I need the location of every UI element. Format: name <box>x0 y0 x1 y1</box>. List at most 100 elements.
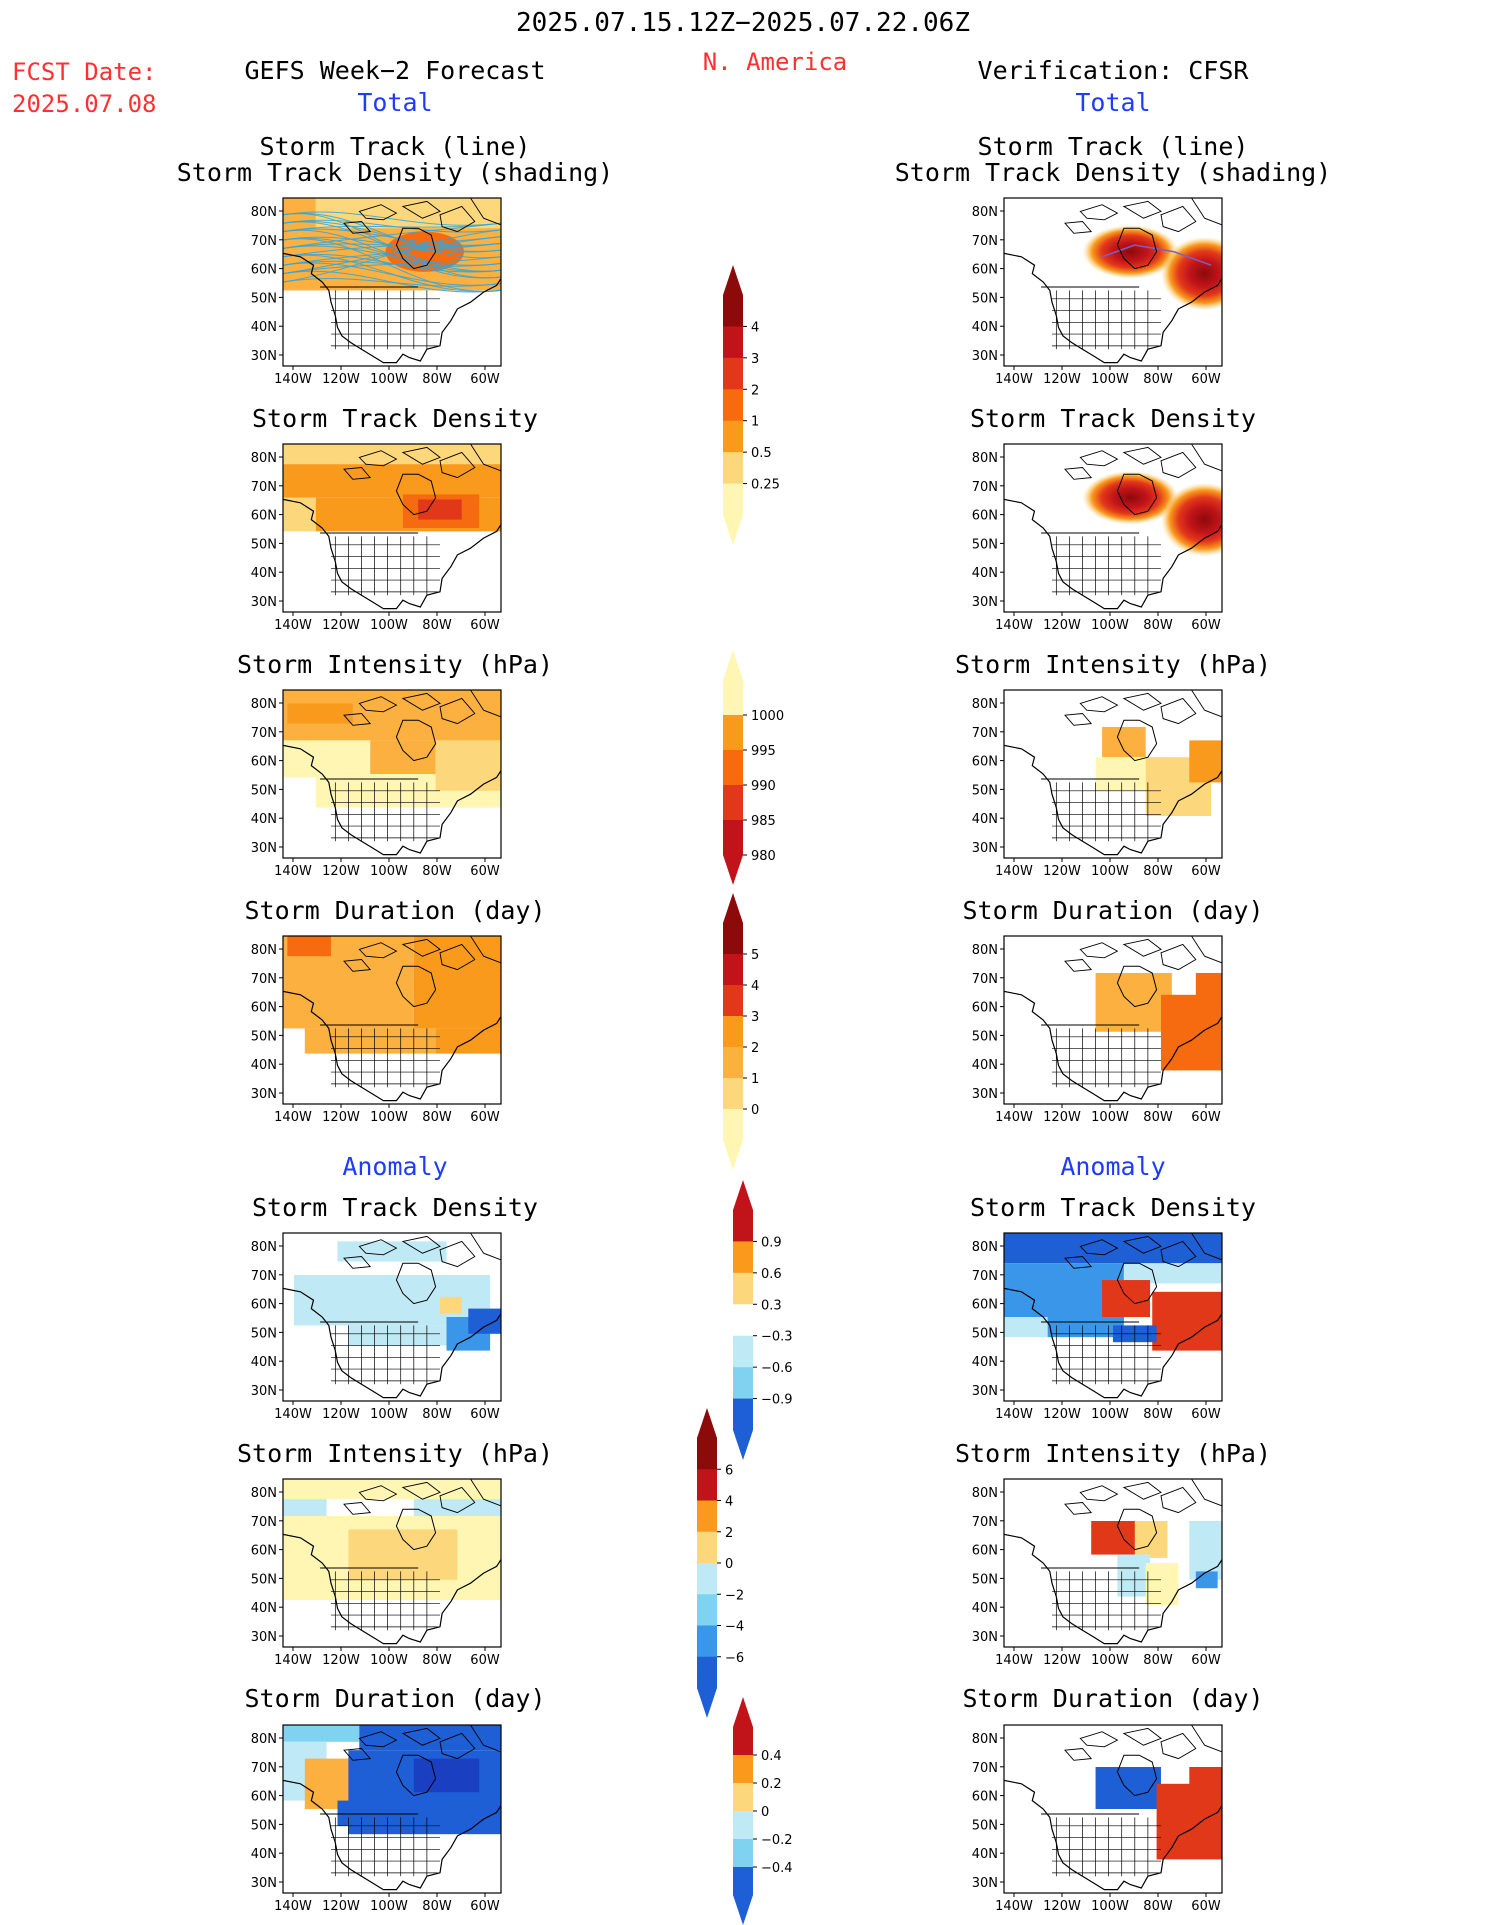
colorbar-segment <box>723 954 743 986</box>
density-blob <box>1082 224 1179 279</box>
lon-label: 60W <box>1191 1110 1221 1125</box>
colorbar-segment <box>723 483 743 516</box>
lon-label: 100W <box>1091 1110 1129 1125</box>
shading-layer <box>283 1233 501 1399</box>
colorbar-label: 1 <box>751 1072 759 1087</box>
colorbar-label: 4 <box>725 1495 733 1510</box>
colorbar-segment <box>733 1755 753 1784</box>
colorbar-segment <box>733 1272 753 1305</box>
shading-layer <box>1004 690 1222 856</box>
storm-track-line <box>283 242 501 266</box>
lat-label: 50N <box>972 1029 998 1044</box>
lon-label: 100W <box>1091 618 1129 633</box>
right-column-title: Verification: CFSR <box>977 56 1249 85</box>
lon-label: 60W <box>470 618 500 633</box>
lat-label: 70N <box>251 972 277 987</box>
arctic-island <box>1122 200 1162 219</box>
lat-label: 60N <box>251 755 277 770</box>
map-frame <box>282 197 502 367</box>
lat-label: 40N <box>972 1601 998 1616</box>
shading-layer <box>283 936 501 1102</box>
lon-label: 100W <box>1091 372 1129 387</box>
colorbar-label: −0.9 <box>761 1393 793 1408</box>
storm-track-line <box>283 220 501 252</box>
colorbar-label: 2 <box>751 1041 759 1056</box>
storm-track-line <box>283 229 501 283</box>
colorbar-segment <box>733 1335 753 1368</box>
shading-layer <box>1004 936 1222 1102</box>
lat-label: 70N <box>251 1761 277 1776</box>
arctic-island <box>1122 446 1162 465</box>
colorbar-label: 990 <box>751 779 776 794</box>
colorbar-intensity-total: 1000 995 990 985 980 <box>723 650 784 885</box>
colorbar-label: 0 <box>761 1805 769 1820</box>
shading-layer <box>1004 1233 1222 1399</box>
hudson-bay <box>1116 227 1158 270</box>
map-frame <box>1003 935 1223 1105</box>
coastline <box>283 1533 501 1645</box>
lat-label: 40N <box>972 1847 998 1862</box>
arctic-island <box>469 690 501 718</box>
storm-track-line <box>283 236 501 275</box>
map-frame <box>1003 443 1223 613</box>
lon-label: 120W <box>1043 618 1081 633</box>
lat-label: 80N <box>251 1486 277 1501</box>
lat-label: 50N <box>251 1326 277 1341</box>
lat-label: 80N <box>972 1486 998 1501</box>
lon-label: 60W <box>470 372 500 387</box>
coastline <box>283 252 501 364</box>
colorbar-segment <box>723 680 743 716</box>
lat-label: 40N <box>972 320 998 335</box>
lat-label: 30N <box>972 1630 998 1645</box>
lon-label: 80W <box>1143 372 1173 387</box>
colorbar-segment <box>723 1109 743 1141</box>
storm-track-line <box>283 236 501 258</box>
arctic-island <box>1190 690 1222 718</box>
lat-label: 80N <box>972 205 998 220</box>
lon-label: 80W <box>422 1899 452 1914</box>
colorbar-segment <box>733 1210 753 1242</box>
arctic-island <box>343 1256 372 1269</box>
colorbar-top-arrow <box>723 893 743 923</box>
left-total-label: Total <box>357 88 433 117</box>
lon-label: 100W <box>1091 864 1129 879</box>
hudson-bay <box>395 1754 437 1797</box>
lon-label: 80W <box>1143 1653 1173 1668</box>
colorbar-segment <box>723 326 743 359</box>
map-l-track: 80N 70N 60N 50N 40N 30N 140W 120W 100W 80W 60W <box>251 197 502 387</box>
hudson-bay <box>395 965 437 1008</box>
colorbar-segment <box>733 1398 753 1431</box>
lon-label: 60W <box>1191 1653 1221 1668</box>
title-r-intensity: Storm Intensity (hPa) <box>954 650 1272 679</box>
colorbar-label: 5 <box>751 948 759 963</box>
lon-label: 140W <box>995 1653 1033 1668</box>
lat-label: 70N <box>972 480 998 495</box>
lon-label: 140W <box>995 864 1033 879</box>
map-l-duration: 80N 70N 60N 50N 40N 30N 140W 120W 100W 80W 60W <box>251 935 502 1125</box>
map-background <box>1004 1479 1222 1647</box>
title-l-track-line: Storm Track (line) <box>259 132 531 161</box>
colorbar-segment <box>697 1625 717 1658</box>
lon-label: 140W <box>274 1110 312 1125</box>
arctic-island <box>1079 1731 1119 1748</box>
title-l-density: Storm Track Density <box>252 404 538 433</box>
colorbar-label: −6 <box>725 1651 744 1666</box>
shading-layer <box>1004 1479 1222 1645</box>
arctic-island <box>358 942 398 959</box>
colorbar-segment <box>697 1500 717 1533</box>
arctic-island <box>1160 943 1197 971</box>
lat-label: 70N <box>972 1269 998 1284</box>
lon-label: 120W <box>1043 1110 1081 1125</box>
arctic-island <box>1122 692 1162 711</box>
colorbar-label: 3 <box>751 352 759 367</box>
lat-label: 60N <box>251 1790 277 1805</box>
lon-label: 60W <box>1191 1407 1221 1422</box>
lat-label: 30N <box>251 1630 277 1645</box>
arctic-island <box>358 696 398 713</box>
colorbar-bottom-arrow <box>733 1430 753 1460</box>
lon-label: 100W <box>1091 1653 1129 1668</box>
arctic-island <box>1190 936 1222 964</box>
lat-label: 70N <box>251 726 277 741</box>
arctic-island <box>1190 444 1222 472</box>
colorbar-top-arrow <box>723 650 743 680</box>
